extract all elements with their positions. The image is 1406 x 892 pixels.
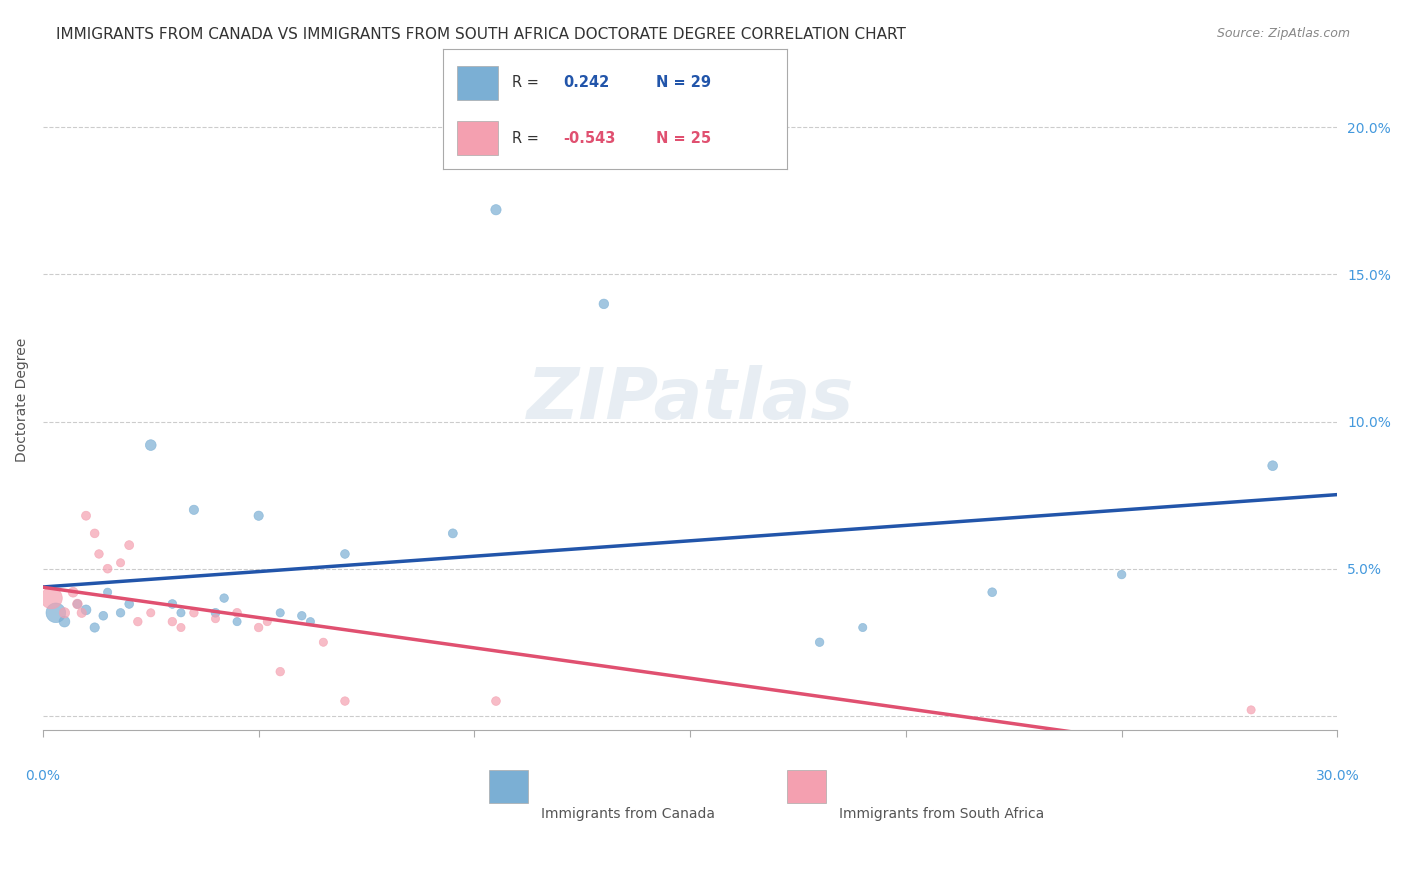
Point — [87, 547, 110, 561]
Text: -0.543: -0.543 — [564, 130, 616, 145]
Point — [110, 556, 132, 570]
Point — [83, 620, 105, 634]
Point — [204, 606, 226, 620]
Point — [75, 508, 97, 523]
Point — [139, 606, 162, 620]
Point — [41, 591, 63, 606]
Text: ZIPatlas: ZIPatlas — [526, 365, 853, 434]
Text: N = 29: N = 29 — [657, 75, 711, 90]
Point — [212, 591, 235, 606]
Point — [485, 694, 508, 708]
Text: R =: R = — [512, 130, 543, 145]
Text: IMMIGRANTS FROM CANADA VS IMMIGRANTS FROM SOUTH AFRICA DOCTORATE DEGREE CORRELAT: IMMIGRANTS FROM CANADA VS IMMIGRANTS FRO… — [56, 27, 905, 42]
Point — [66, 597, 89, 611]
Point — [269, 665, 291, 679]
Point — [226, 606, 249, 620]
Point — [162, 615, 184, 629]
Point — [592, 297, 614, 311]
Text: 30.0%: 30.0% — [1316, 769, 1360, 783]
Point — [83, 526, 105, 541]
Point — [70, 606, 93, 620]
Text: Immigrants from Canada: Immigrants from Canada — [541, 806, 716, 821]
FancyBboxPatch shape — [457, 121, 498, 155]
Point — [852, 620, 875, 634]
Point — [269, 606, 291, 620]
Point — [226, 615, 249, 629]
Point — [291, 608, 314, 623]
Point — [485, 202, 508, 217]
Point — [97, 562, 120, 576]
Text: R =: R = — [512, 75, 543, 90]
Point — [981, 585, 1004, 599]
Point — [110, 606, 132, 620]
Point — [183, 503, 205, 517]
Point — [139, 438, 162, 452]
Point — [247, 508, 270, 523]
Point — [441, 526, 464, 541]
Y-axis label: Doctorate Degree: Doctorate Degree — [15, 337, 30, 462]
Point — [247, 620, 270, 634]
Point — [1261, 458, 1284, 473]
Point — [333, 547, 356, 561]
Point — [97, 585, 120, 599]
Point — [1111, 567, 1133, 582]
Point — [333, 694, 356, 708]
Point — [118, 538, 141, 552]
Point — [299, 615, 322, 629]
Point — [66, 597, 89, 611]
Point — [91, 608, 114, 623]
Point — [62, 585, 84, 599]
Text: 0.0%: 0.0% — [25, 769, 60, 783]
Point — [53, 615, 76, 629]
FancyBboxPatch shape — [489, 770, 529, 804]
Point — [162, 597, 184, 611]
Text: Immigrants from South Africa: Immigrants from South Africa — [839, 806, 1045, 821]
Point — [170, 620, 193, 634]
Point — [75, 603, 97, 617]
Point — [808, 635, 831, 649]
Text: N = 25: N = 25 — [657, 130, 711, 145]
Point — [312, 635, 335, 649]
Point — [204, 612, 226, 626]
Point — [118, 597, 141, 611]
Point — [256, 615, 278, 629]
Text: Source: ZipAtlas.com: Source: ZipAtlas.com — [1216, 27, 1350, 40]
Point — [1240, 703, 1263, 717]
Point — [183, 606, 205, 620]
Point — [45, 606, 67, 620]
FancyBboxPatch shape — [457, 66, 498, 100]
Text: 0.242: 0.242 — [564, 75, 610, 90]
Point — [170, 606, 193, 620]
Point — [127, 615, 149, 629]
Point — [53, 606, 76, 620]
FancyBboxPatch shape — [787, 770, 827, 804]
